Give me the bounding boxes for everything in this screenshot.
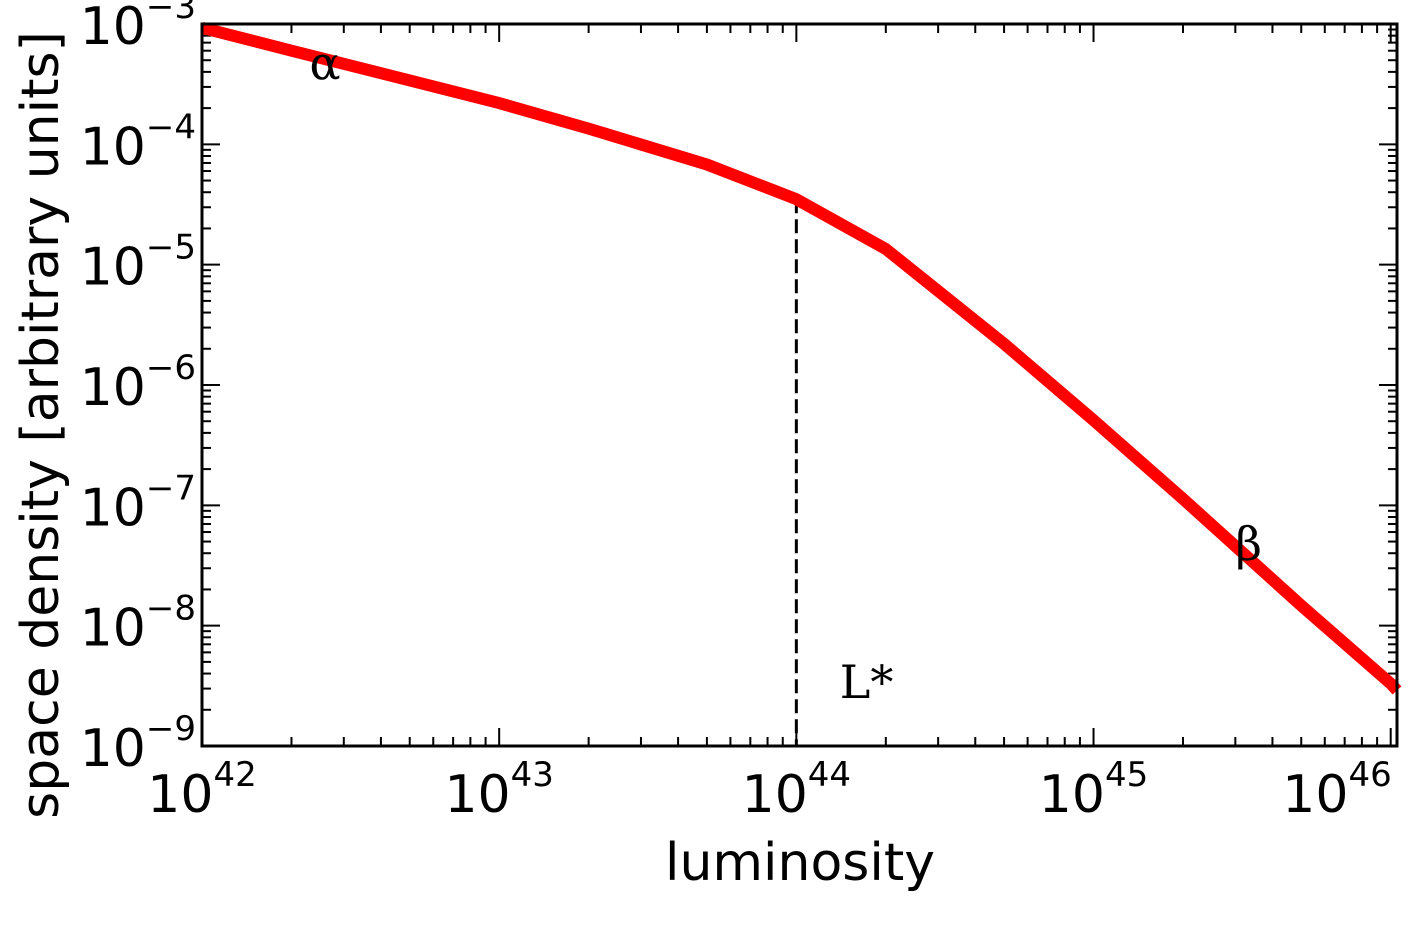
minor-ticks (202, 24, 1397, 746)
y-tick-label-exp: −7 (146, 468, 196, 508)
y-tick-label-base: 10 (80, 238, 146, 298)
y-tick-label-base: 10 (80, 358, 146, 418)
annotation-label: L* (840, 655, 894, 709)
y-tick-label-base: 10 (80, 478, 146, 538)
x-tick-label-exp: 46 (1348, 755, 1391, 795)
x-axis-label: luminosity (665, 833, 935, 893)
x-tick-label-base: 10 (1282, 765, 1348, 825)
y-tick-label-base: 10 (80, 0, 146, 57)
x-tick-labels: 1042 1043 1044 1045 1046 (147, 755, 1391, 825)
y-tick-label-exp: −8 (146, 589, 196, 629)
y-tick-label: 10−3 (80, 0, 196, 57)
y-tick-label: 10−5 (80, 228, 196, 298)
x-tick-label-base: 10 (742, 765, 808, 825)
y-tick-label: 10−4 (80, 107, 196, 177)
plot-frame (200, 22, 1399, 748)
x-tick-label-exp: 44 (808, 755, 851, 795)
y-tick-label-exp: −3 (146, 0, 196, 27)
x-tick-label: 1045 (1039, 755, 1148, 825)
series-line (200, 21, 1402, 695)
x-tick-label: 1043 (444, 755, 553, 825)
annotation-label: β (1235, 517, 1262, 571)
x-tick-label: 1044 (742, 755, 851, 825)
x-tick-label: 1046 (1282, 755, 1391, 825)
y-tick-label-exp: −6 (146, 348, 196, 388)
y-tick-label-base: 10 (80, 599, 146, 659)
annotation-label: α (309, 36, 340, 90)
y-tick-label: 10−9 (80, 709, 196, 779)
x-tick-label-base: 10 (444, 765, 510, 825)
y-tick-label-exp: −9 (146, 709, 196, 749)
y-tick-label-exp: −4 (146, 107, 196, 147)
y-tick-label-exp: −5 (146, 228, 196, 268)
x-tick-label-base: 10 (147, 765, 213, 825)
annotations: α β L* (309, 36, 1261, 709)
major-ticks (201, 23, 1397, 747)
x-tick-label-exp: 45 (1105, 755, 1148, 795)
x-tick-label-exp: 43 (511, 755, 554, 795)
x-tick-label-exp: 42 (213, 755, 256, 795)
y-tick-label: 10−7 (80, 468, 196, 538)
y-axis-label: space density [arbitrary units] (11, 31, 71, 819)
x-tick-label: 1042 (147, 755, 256, 825)
x-tick-label-base: 10 (1039, 765, 1105, 825)
y-tick-labels: 10−310−410−510−610−710−810−9 (80, 0, 196, 779)
y-tick-label: 10−8 (80, 589, 196, 659)
y-tick-label: 10−6 (80, 348, 196, 418)
y-tick-label-base: 10 (80, 719, 146, 779)
y-tick-label-base: 10 (80, 117, 146, 177)
